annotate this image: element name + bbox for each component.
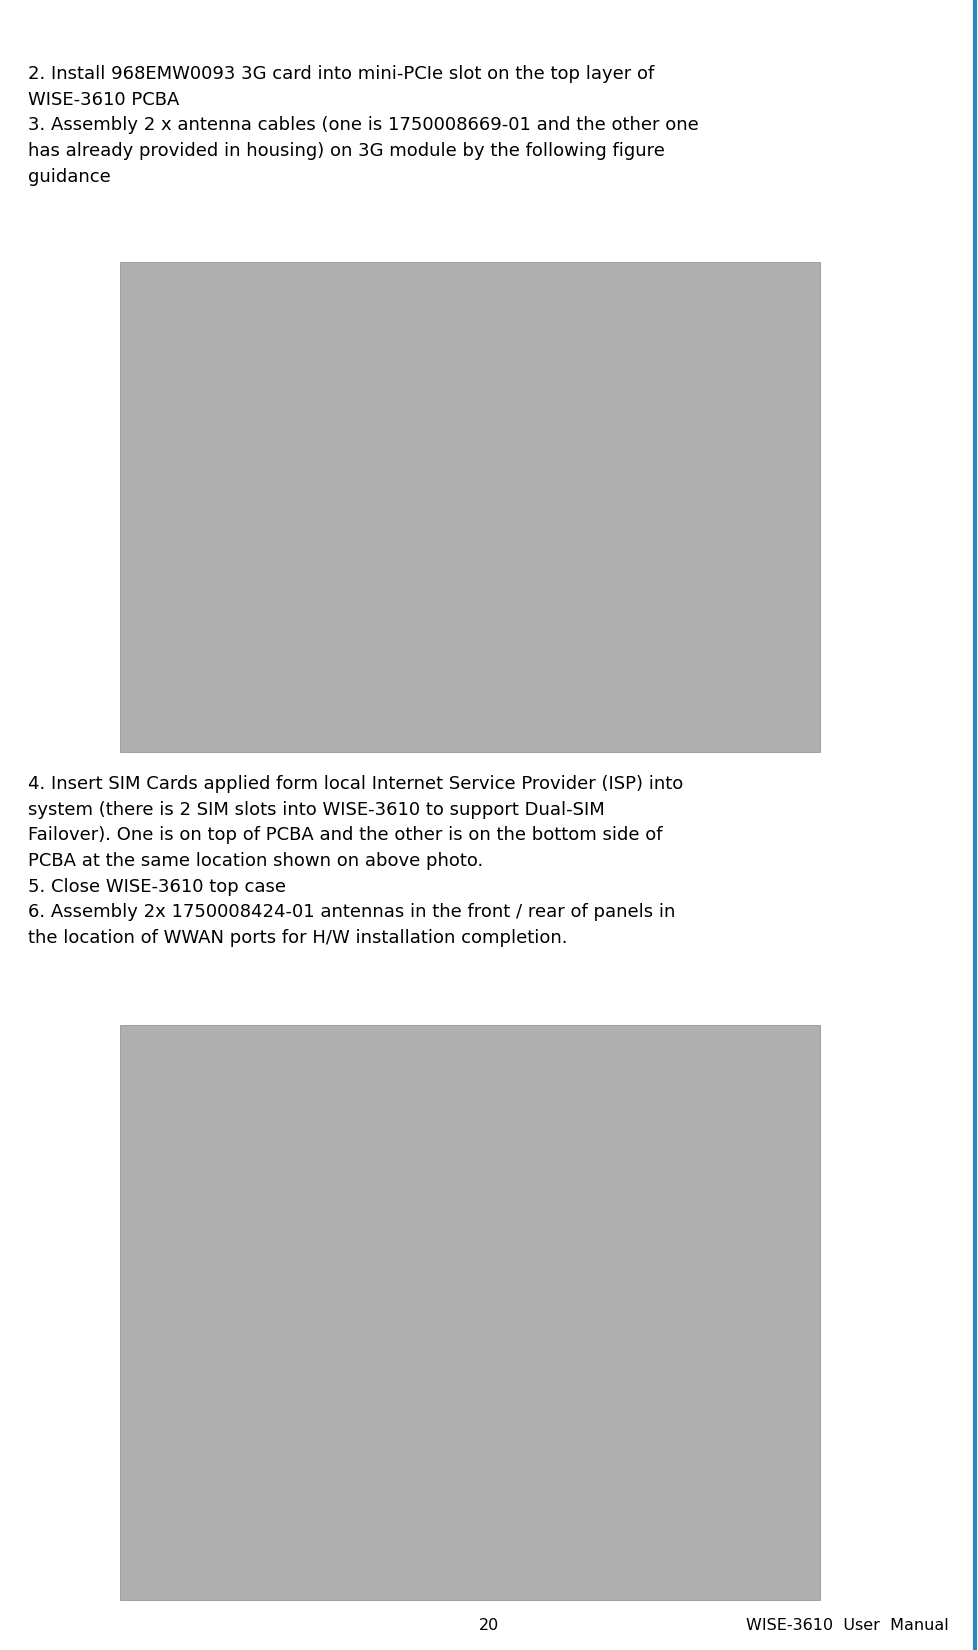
Text: 2. Install 968EMW0093 3G card into mini-PCIe slot on the top layer of
WISE-3610 : 2. Install 968EMW0093 3G card into mini-… xyxy=(28,64,698,186)
Text: WISE-3610  User  Manual: WISE-3610 User Manual xyxy=(745,1617,948,1632)
Bar xyxy=(120,1025,820,1600)
Text: 4. Insert SIM Cards applied form local Internet Service Provider (ISP) into
syst: 4. Insert SIM Cards applied form local I… xyxy=(28,776,683,947)
Bar xyxy=(120,262,820,752)
Text: 20: 20 xyxy=(479,1617,499,1632)
